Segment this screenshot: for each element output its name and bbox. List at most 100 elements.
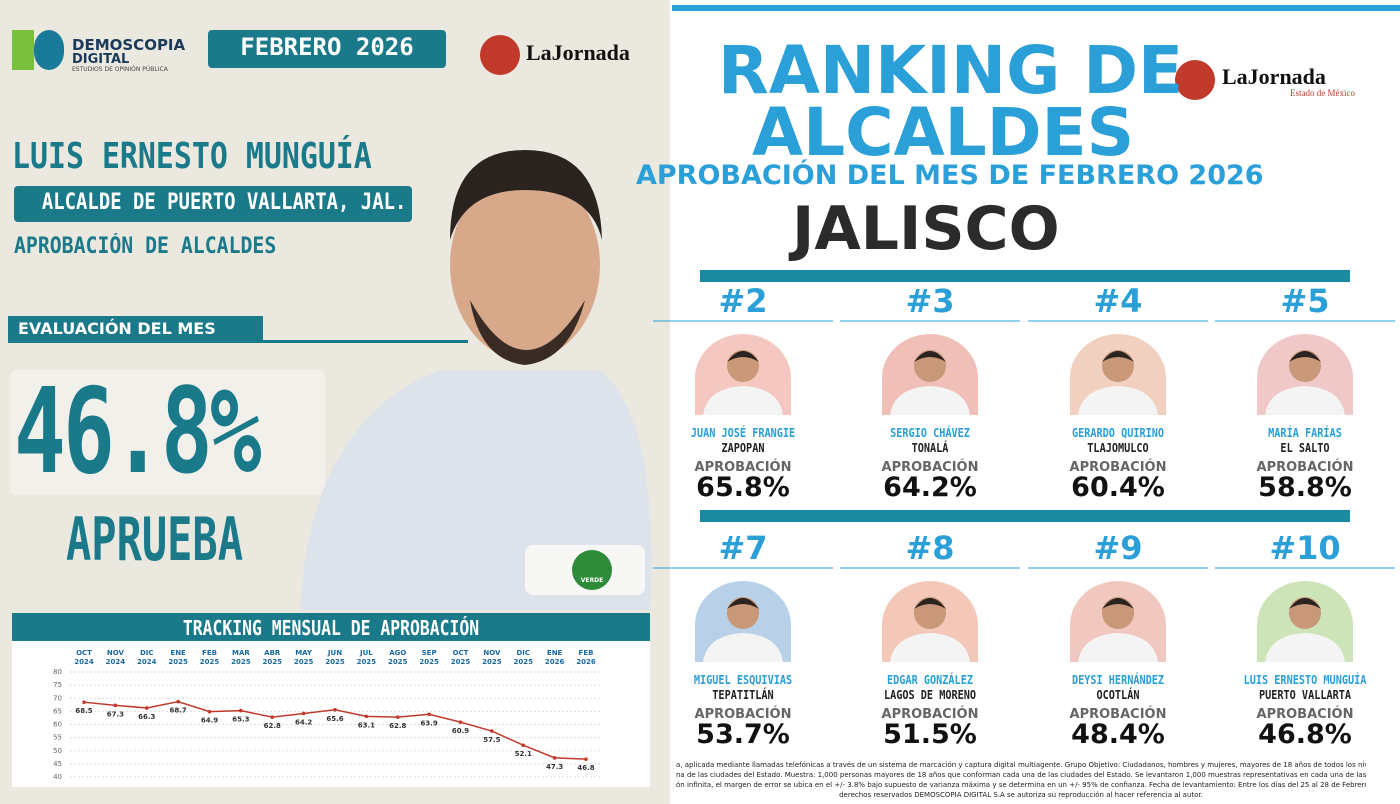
rank: #3 — [905, 282, 955, 320]
eval-label: EVALUACIÓN DEL MES — [18, 319, 216, 338]
approval: 46.8% — [1258, 719, 1352, 750]
ranking-rule — [700, 510, 1350, 522]
y-tick-label: 55 — [53, 734, 62, 742]
rank: #4 — [1093, 282, 1143, 320]
footnote: a, aplicada mediante llamadas telefónica… — [676, 760, 1366, 800]
x-tick-label: NOV 2025 — [482, 649, 502, 666]
brand: DIGITAL — [72, 52, 130, 67]
x-tick-label: MAY 2025 — [294, 649, 314, 666]
point — [207, 709, 212, 714]
point — [333, 708, 337, 712]
city: ZAPOPAN — [721, 441, 765, 455]
approval: 65.8% — [696, 472, 790, 503]
photo-body — [890, 386, 970, 415]
rank: #10 — [1269, 529, 1341, 567]
rank: #9 — [1093, 529, 1143, 567]
brand-sub: ESTUDIOS DE OPINIÓN PÚBLICA — [72, 66, 168, 73]
approval: 53.7% — [696, 719, 790, 750]
x-tick-label: JUL 2025 — [357, 649, 377, 666]
partner: LaJornada — [526, 40, 630, 65]
x-tick-label: FEB 2025 — [200, 649, 220, 666]
approval: 60.4% — [1071, 472, 1165, 503]
y-tick-label: 75 — [53, 681, 62, 689]
photo-hair — [1289, 351, 1321, 362]
data-label: 68.7 — [169, 707, 186, 715]
photo-body — [703, 386, 783, 415]
data-label: 63.1 — [358, 721, 375, 729]
y-tick-label: 65 — [53, 707, 62, 715]
photo-body — [1265, 633, 1345, 662]
role-badge — [14, 186, 412, 222]
approval: 48.4% — [1071, 719, 1165, 750]
x-tick-label: MAR 2025 — [231, 649, 251, 666]
approval-label: APROBACIÓN — [1256, 460, 1354, 475]
data-label: 65.6 — [326, 715, 343, 723]
x-tick-label: SEP 2025 — [419, 649, 439, 666]
city: OCOTLÁN — [1096, 688, 1140, 702]
x-tick-label: ABR 2025 — [263, 649, 283, 666]
top-bar — [672, 5, 1400, 11]
partner-sub: Estado de México — [1290, 88, 1355, 98]
photo-body — [1265, 386, 1345, 415]
mayor-name: EDGAR GONZÁLEZ — [887, 673, 973, 687]
approval-label: APROBACIÓN — [1069, 707, 1167, 722]
logo-mark — [12, 30, 34, 70]
x-tick-label: OCT 2024 — [74, 649, 94, 666]
score: 46.8% — [14, 362, 262, 500]
x-tick-label: ENE 2026 — [545, 649, 565, 666]
x-tick-label: DIC 2024 — [137, 649, 157, 666]
point — [239, 708, 243, 713]
footnote-line: a, aplicada mediante llamadas telefónica… — [676, 761, 1366, 769]
rank: #5 — [1280, 282, 1330, 320]
approval: 51.5% — [883, 719, 977, 750]
city: TONALÁ — [911, 441, 949, 455]
point — [301, 711, 306, 716]
x-tick-label: DIC 2025 — [514, 649, 534, 666]
y-tick-label: 60 — [53, 721, 62, 729]
photo-hair — [914, 598, 946, 609]
x-tick-label: NOV 2024 — [106, 649, 126, 666]
approval-label: APROBACIÓN — [881, 707, 979, 722]
data-label: 60.9 — [452, 727, 469, 735]
data-label: 66.3 — [138, 713, 155, 721]
approval-label: APROBACIÓN — [1256, 707, 1354, 722]
party: VERDE — [580, 577, 604, 584]
data-label: 68.5 — [75, 707, 92, 715]
point — [82, 700, 86, 704]
footnote-line: na de las ciudades del Estado. Muestra: … — [676, 771, 1366, 779]
photo-hair — [1102, 351, 1134, 362]
city: EL SALTO — [1280, 441, 1330, 455]
photo-body — [1078, 633, 1158, 662]
chart-area — [12, 641, 650, 787]
photo-body — [1078, 386, 1158, 415]
mayor-name: MIGUEL ESQUIVIAS — [693, 673, 793, 687]
point — [113, 703, 118, 708]
city: TLAJOMULCO — [1087, 441, 1149, 455]
partner: LaJornada — [1222, 64, 1326, 89]
photo-body — [703, 633, 783, 662]
data-label: 63.9 — [420, 719, 437, 727]
rank: #2 — [718, 282, 768, 320]
point — [427, 712, 431, 717]
mayor-name: DEYSI HERNÁNDEZ — [1071, 673, 1165, 687]
ranking-title: RANKING DE — [718, 32, 1184, 109]
photo-body — [890, 633, 970, 662]
city: TEPATITLÁN — [712, 688, 774, 702]
photo-hair — [1102, 598, 1134, 609]
data-label: 47.3 — [546, 763, 563, 771]
role: ALCALDE DE PUERTO VALLARTA, JAL. — [41, 190, 407, 215]
rank: #7 — [718, 529, 768, 567]
ranking-subtitle: APROBACIÓN DEL MES DE FEBRERO 2026 — [636, 160, 1264, 191]
brand: DEMOSCOPIA — [72, 36, 186, 54]
point — [552, 756, 557, 760]
eval-rule — [8, 340, 468, 343]
approval-label: APROBACIÓN — [881, 460, 979, 475]
photo-hair — [914, 351, 946, 362]
photo-hair — [727, 598, 759, 609]
approval: 64.2% — [883, 472, 977, 503]
point — [364, 714, 369, 719]
point — [458, 720, 463, 724]
approval-label: APROBACIÓN — [1069, 460, 1167, 475]
ranking-title: ALCALDES — [752, 94, 1135, 171]
point — [490, 729, 494, 733]
